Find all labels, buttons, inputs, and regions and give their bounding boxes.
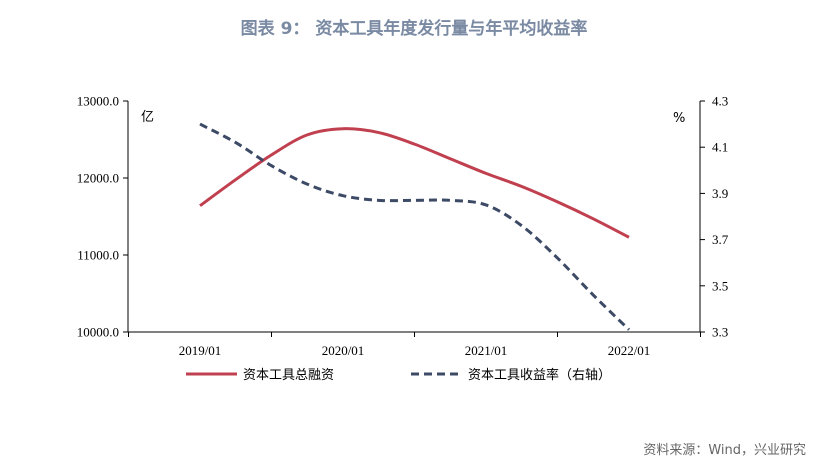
series-line-2	[199, 122, 631, 331]
right-tick-label: 3.9	[712, 186, 728, 201]
series-line-1	[199, 127, 630, 239]
chart-title: 图表 9： 资本工具年度发行量与年平均收益率	[240, 19, 588, 39]
x-axis: 2019/01 2020/01 2021/01 2022/01	[128, 332, 701, 358]
left-tick-label: 12000.0	[77, 171, 119, 186]
legend-label-1: 资本工具总融资	[243, 368, 334, 383]
left-axis: 13000.0 12000.0 11000.0 10000.0	[77, 94, 128, 340]
left-tick-label: 10000.0	[77, 325, 119, 340]
left-tick-label: 13000.0	[77, 94, 119, 109]
left-axis-unit: 亿	[141, 110, 154, 125]
right-tick-label: 3.7	[712, 232, 729, 247]
source-note: 资料来源：Wind，兴业研究	[643, 443, 806, 458]
right-axis: 4.3 4.1 3.9 3.7 3.5 3.3	[700, 94, 729, 340]
right-tick-label: 4.1	[712, 140, 728, 155]
right-tick-label: 3.5	[712, 278, 728, 293]
right-axis-unit: %	[673, 111, 685, 126]
left-tick-label: 11000.0	[77, 248, 119, 263]
plot-frame	[127, 101, 701, 333]
x-tick-label: 2022/01	[608, 343, 651, 358]
legend-label-2: 资本工具收益率（右轴）	[468, 367, 611, 383]
right-tick-label: 3.3	[712, 325, 728, 340]
x-tick-label: 2021/01	[465, 343, 508, 358]
series-layer	[199, 122, 631, 331]
x-tick-label: 2020/01	[322, 343, 365, 358]
right-tick-label: 4.3	[712, 94, 728, 109]
x-tick-label: 2019/01	[179, 343, 222, 358]
legend: 资本工具总融资 资本工具收益率（右轴）	[186, 367, 611, 383]
